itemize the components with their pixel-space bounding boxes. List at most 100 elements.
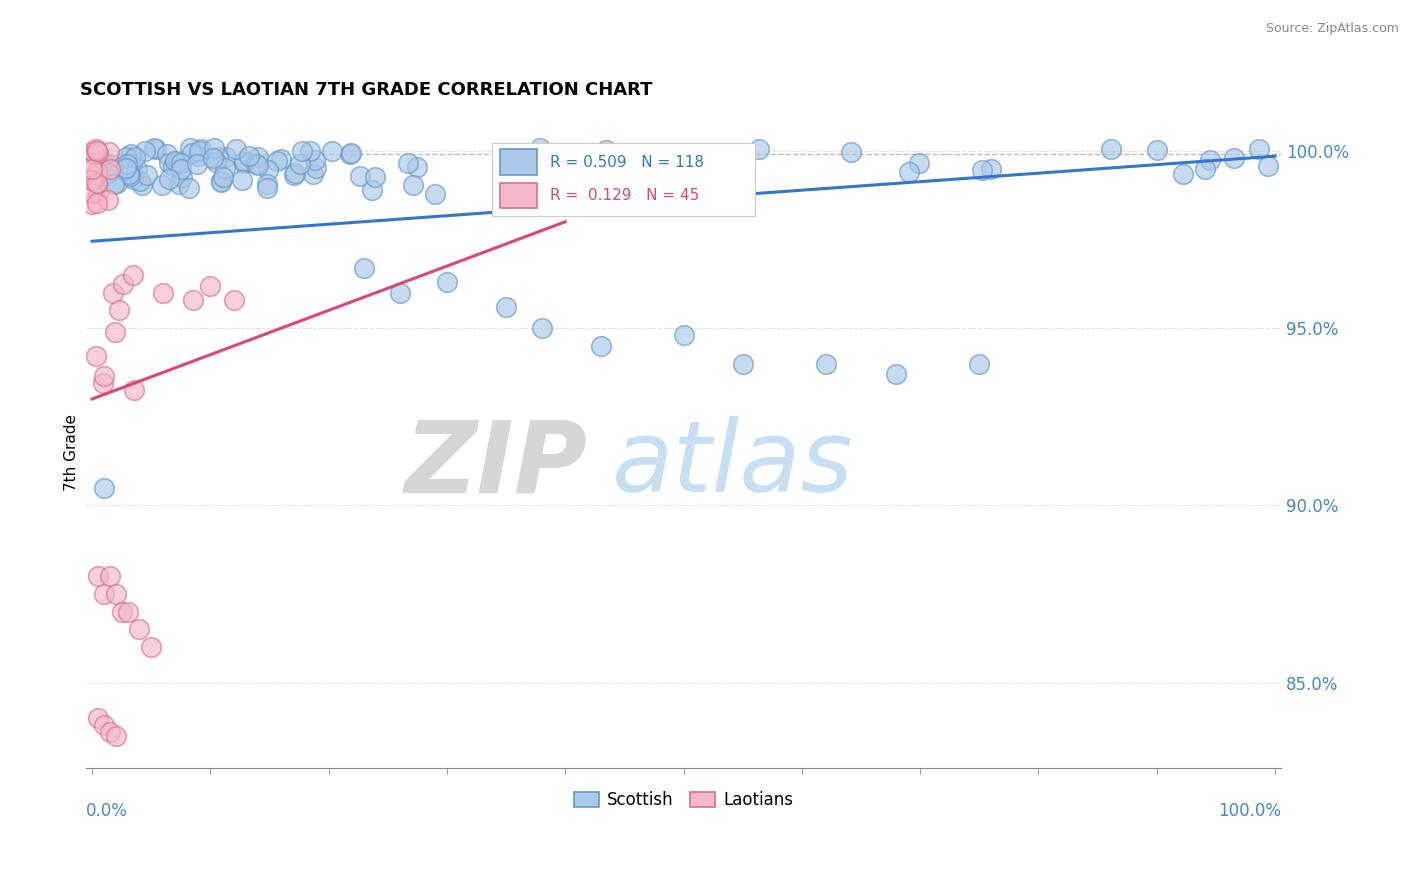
Point (1171, 167, 1194, 181)
Point (163, 154, 186, 169)
Point (214, 161, 236, 176)
Point (907, 155, 929, 169)
Point (84, 142, 107, 156)
Point (87, 145, 110, 160)
Point (187, 149, 209, 163)
Point (186, 156, 208, 170)
Point (209, 175, 232, 189)
Point (82, 197, 104, 211)
Point (167, 154, 190, 169)
Point (207, 150, 229, 164)
Point (222, 293, 245, 307)
Point (112, 162, 135, 177)
Point (82, 173, 104, 187)
Point (181, 146, 204, 161)
Point (283, 168, 305, 182)
Point (83, 147, 105, 161)
Point (284, 167, 307, 181)
Y-axis label: 7th Grade: 7th Grade (65, 414, 79, 491)
Point (82, 173, 104, 187)
Point (1223, 152, 1246, 166)
Point (266, 153, 288, 168)
Point (87, 186, 110, 200)
Point (118, 167, 141, 181)
Point (122, 172, 145, 186)
Point (530, 321, 553, 335)
Point (91, 169, 114, 184)
Point (162, 159, 184, 173)
Point (129, 173, 152, 187)
Point (233, 154, 256, 169)
Point (1146, 143, 1168, 157)
Point (97, 193, 120, 207)
Point (225, 142, 247, 156)
Point (172, 169, 194, 184)
Point (302, 167, 325, 181)
Point (747, 142, 769, 156)
Point (101, 157, 124, 171)
Point (97, 166, 120, 180)
Point (402, 178, 425, 192)
Point (84, 169, 107, 183)
Point (1249, 143, 1271, 157)
Point (86, 177, 108, 191)
Point (388, 285, 411, 300)
Point (304, 153, 326, 167)
Point (1099, 142, 1122, 156)
Point (212, 170, 235, 185)
Point (725, 160, 748, 174)
Point (179, 141, 201, 155)
Point (204, 154, 226, 169)
Point (128, 623, 150, 637)
Point (886, 367, 908, 381)
Point (1194, 162, 1216, 177)
Point (83, 147, 105, 161)
Point (170, 156, 193, 170)
Point (115, 161, 138, 175)
Point (150, 178, 173, 192)
Point (209, 173, 232, 187)
Point (142, 141, 165, 155)
Point (595, 143, 617, 157)
Point (82, 161, 104, 176)
Point (179, 181, 201, 195)
Point (363, 169, 385, 184)
Point (298, 145, 321, 159)
Point (202, 151, 225, 165)
Point (425, 186, 447, 201)
Point (87, 569, 110, 583)
Point (86, 196, 108, 211)
Point (589, 339, 612, 353)
Point (839, 145, 862, 160)
Text: Source: ZipAtlas.com: Source: ZipAtlas.com (1265, 22, 1399, 36)
Point (291, 145, 314, 159)
Point (86, 164, 108, 178)
Point (969, 357, 991, 371)
Point (339, 147, 361, 161)
Point (125, 161, 148, 176)
Point (152, 285, 174, 300)
Point (247, 158, 270, 172)
Point (353, 260, 375, 275)
Point (122, 268, 145, 282)
Text: ZIP: ZIP (405, 417, 588, 513)
Point (349, 169, 371, 183)
Point (669, 158, 692, 172)
Point (104, 325, 127, 339)
Point (86, 177, 108, 191)
Point (406, 161, 429, 175)
Point (156, 147, 179, 161)
Point (731, 357, 754, 371)
Point (93, 718, 115, 732)
Point (87, 175, 110, 189)
Point (104, 729, 127, 743)
Point (256, 181, 278, 195)
Point (200, 278, 222, 293)
Point (270, 152, 292, 166)
Point (86, 144, 108, 158)
Point (256, 177, 278, 191)
Point (360, 183, 382, 197)
Point (120, 146, 142, 161)
Point (82, 144, 104, 158)
Point (233, 156, 256, 170)
